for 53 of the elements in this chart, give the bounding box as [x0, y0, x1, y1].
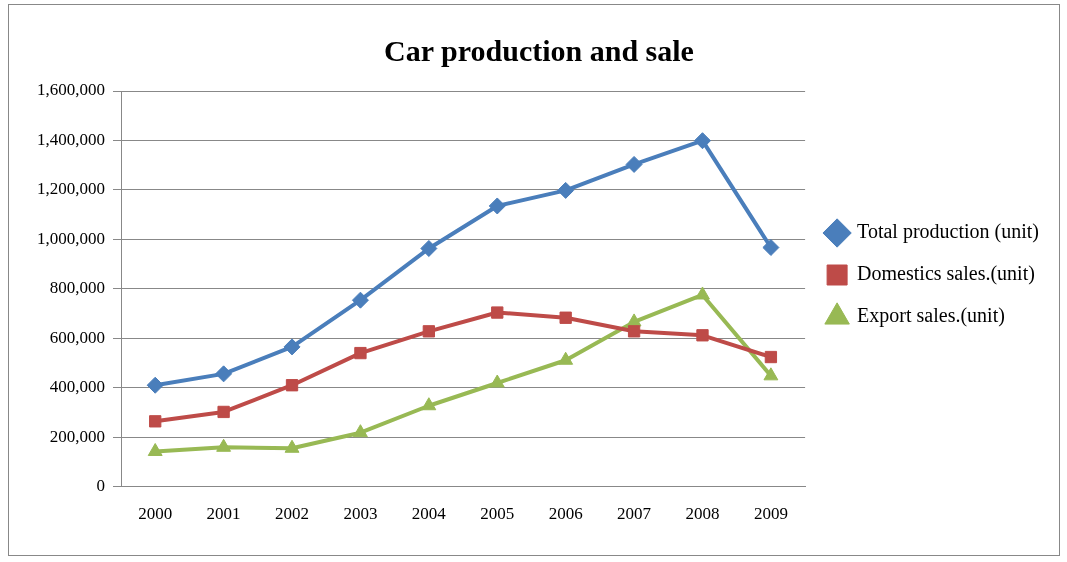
point: [559, 311, 572, 324]
point: [558, 351, 574, 365]
x-tick-label: 2002: [275, 504, 310, 524]
point: [422, 325, 435, 338]
point: [695, 286, 710, 300]
point: [149, 415, 162, 428]
legend-label: Total production (unit): [857, 220, 1040, 244]
point: [285, 379, 299, 392]
point: [351, 291, 369, 309]
point: [488, 197, 506, 215]
y-tick-label: 600,000: [49, 327, 105, 347]
y-tick-label: 200,000: [49, 426, 105, 446]
point: [491, 306, 504, 319]
point: [626, 313, 642, 327]
x-tick-label: 2003: [343, 504, 378, 524]
x-tick-label: 2009: [753, 504, 788, 524]
y-tick-label: 1,600,000: [37, 80, 105, 100]
point: [420, 240, 438, 257]
point: [763, 367, 779, 381]
point: [557, 181, 575, 199]
y-tick-label: 400,000: [49, 377, 105, 397]
point: [696, 329, 709, 342]
legend-label: Domestics sales.(unit): [857, 262, 1035, 286]
x-tick-label: 2000: [138, 504, 173, 524]
x-tick-label: 2001: [206, 504, 241, 524]
x-tick-label: 2007: [617, 504, 652, 524]
point: [354, 346, 367, 360]
point: [489, 374, 505, 388]
chart-title: Car production and sale: [384, 33, 694, 67]
point: [764, 350, 778, 364]
y-tick-label: 1,200,000: [37, 179, 105, 199]
point: [762, 239, 780, 257]
point: [216, 438, 232, 452]
point: [353, 424, 368, 438]
point: [146, 376, 164, 394]
point: [284, 439, 300, 453]
point: [215, 365, 233, 383]
point: [421, 397, 437, 411]
y-tick-label: 1,000,000: [37, 228, 105, 248]
legend-label: Export sales.(unit): [857, 304, 1005, 328]
x-tick-label: 2008: [685, 504, 720, 524]
x-tick-label: 2004: [411, 504, 447, 524]
y-tick-label: 0: [96, 476, 105, 496]
y-tick-label: 800,000: [49, 278, 105, 298]
x-tick-label: 2006: [548, 504, 583, 524]
point: [693, 132, 711, 150]
point: [217, 405, 230, 419]
point: [625, 155, 643, 173]
point: [283, 338, 301, 356]
point: [147, 442, 163, 456]
x-tick-label: 2005: [480, 504, 515, 524]
point: [627, 325, 641, 338]
y-tick-label: 1,400,000: [37, 129, 105, 149]
